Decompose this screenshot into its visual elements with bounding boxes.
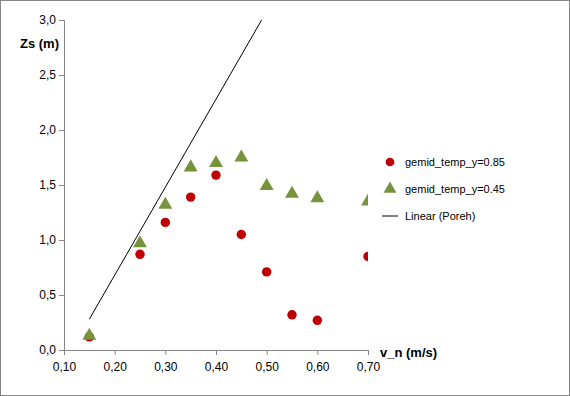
x-tick-label: 0,20 (103, 360, 127, 374)
plot-area (82, 20, 368, 342)
point (135, 250, 144, 259)
x-tick-mark (165, 350, 166, 355)
y-tick-label: 0,5 (39, 288, 56, 302)
legend-symbol (386, 158, 395, 167)
point (186, 192, 195, 201)
x-tick: 0,70 (357, 350, 381, 374)
legend-label: Linear (Poreh) (405, 210, 475, 222)
y-tick-label: 1,0 (39, 233, 56, 247)
point (287, 310, 296, 319)
x-axis-title: v_n (m/s) (380, 345, 437, 360)
chart: 0,10 0,20 0,30 0,40 0,50 0,60 0,70 0,0 0,5 1,0 1,5… (0, 0, 570, 396)
y-tick: 2,5 (39, 68, 64, 82)
x-tick-label: 0,10 (53, 360, 77, 374)
point (133, 235, 147, 247)
point (260, 178, 274, 190)
point (363, 252, 368, 261)
x-tick-mark (216, 350, 217, 355)
x-tick-mark (267, 350, 268, 355)
y-tick-label: 2,0 (39, 123, 56, 137)
legend-label: gemid_temp_y=0.45 (405, 183, 505, 195)
x-tick-mark (368, 350, 369, 355)
legend-label: gemid_temp_y=0.85 (405, 156, 505, 168)
point (237, 230, 246, 239)
point (158, 197, 172, 209)
point (285, 186, 299, 198)
x-tick: 0,30 (154, 350, 178, 374)
x-tick-mark (115, 350, 116, 355)
x-tick-label: 0,70 (357, 360, 381, 374)
y-tick: 0,5 (39, 288, 64, 302)
y-axis-line (59, 21, 65, 351)
point (211, 170, 220, 179)
x-tick-label: 0,40 (205, 360, 229, 374)
chart-frame (1, 1, 570, 396)
x-tick: 0,10 (53, 350, 77, 374)
y-tick-label: 3,0 (39, 13, 56, 27)
x-axis: 0,10 0,20 0,30 0,40 0,50 0,60 0,70 (53, 350, 381, 374)
legend-symbol (382, 216, 398, 217)
x-tick-label: 0,60 (306, 360, 330, 374)
y-tick: 0,0 (39, 343, 64, 357)
x-tick-label: 0,50 (255, 360, 279, 374)
point (361, 193, 368, 205)
y-tick-mark (59, 130, 64, 131)
point (82, 328, 96, 340)
x-tick: 0,60 (306, 350, 330, 374)
y-tick-label: 1,5 (39, 178, 56, 192)
legend-symbol (384, 182, 397, 193)
y-tick: 1,0 (39, 233, 64, 247)
series (82, 149, 368, 339)
y-axis-title: Zs (m) (20, 36, 59, 51)
point (313, 316, 322, 325)
y-tick-label: 2,5 (39, 68, 56, 82)
series (85, 170, 368, 341)
y-tick-mark (59, 295, 64, 296)
y-tick: 3,0 (39, 13, 64, 27)
y-tick-mark (59, 185, 64, 186)
point (262, 267, 271, 276)
y-tick: 1,5 (39, 178, 64, 192)
y-axis: 0,0 0,5 1,0 1,5 2,0 2,5 3,0 (39, 13, 64, 357)
line (89, 20, 261, 319)
y-tick-mark (59, 75, 64, 76)
x-tick: 0,40 (205, 350, 229, 374)
legend: gemid_temp_y=0.85 gemid_temp_y=0.45 Linear… (382, 156, 505, 222)
y-tick: 2,0 (39, 123, 64, 137)
point (184, 159, 198, 171)
point (161, 218, 170, 227)
y-tick-mark (59, 20, 64, 21)
point (310, 190, 324, 202)
x-tick: 0,20 (103, 350, 127, 374)
y-tick-mark (59, 350, 64, 351)
x-tick-label: 0,30 (154, 360, 178, 374)
point (209, 155, 223, 167)
series (89, 20, 261, 319)
y-tick-mark (59, 240, 64, 241)
y-tick-label: 0,0 (39, 343, 56, 357)
x-tick-mark (317, 350, 318, 355)
x-axis-line (65, 351, 369, 356)
point (234, 149, 248, 161)
x-tick: 0,50 (255, 350, 279, 374)
